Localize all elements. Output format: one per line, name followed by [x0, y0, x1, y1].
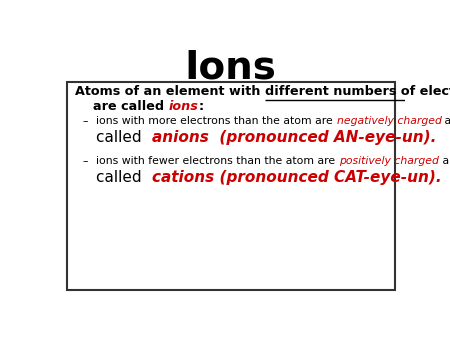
Text: and: and — [441, 116, 450, 126]
Text: anions  (pronounced AN-eye-un).: anions (pronounced AN-eye-un). — [152, 129, 436, 145]
Text: –: – — [82, 116, 88, 126]
FancyBboxPatch shape — [67, 82, 395, 290]
Text: :: : — [199, 100, 204, 114]
Text: and: and — [439, 156, 450, 166]
Text: called: called — [96, 170, 152, 185]
Text: ions: ions — [169, 100, 199, 114]
Text: Ions: Ions — [184, 48, 277, 87]
Text: Atoms of an element with: Atoms of an element with — [76, 85, 266, 98]
Text: called: called — [96, 129, 152, 145]
Text: –: – — [82, 156, 88, 166]
Text: cations (pronounced CAT-eye-un).: cations (pronounced CAT-eye-un). — [152, 170, 441, 185]
Text: ions with more electrons than the atom are: ions with more electrons than the atom a… — [96, 116, 337, 126]
Text: different numbers of electrons: different numbers of electrons — [266, 85, 450, 98]
Text: are called: are called — [76, 100, 169, 114]
Text: ions with fewer electrons than the atom are: ions with fewer electrons than the atom … — [96, 156, 339, 166]
Text: positively charged: positively charged — [339, 156, 439, 166]
Text: negatively charged: negatively charged — [337, 116, 441, 126]
